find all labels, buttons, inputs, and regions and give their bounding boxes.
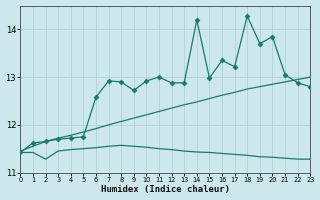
X-axis label: Humidex (Indice chaleur): Humidex (Indice chaleur) — [101, 185, 230, 194]
